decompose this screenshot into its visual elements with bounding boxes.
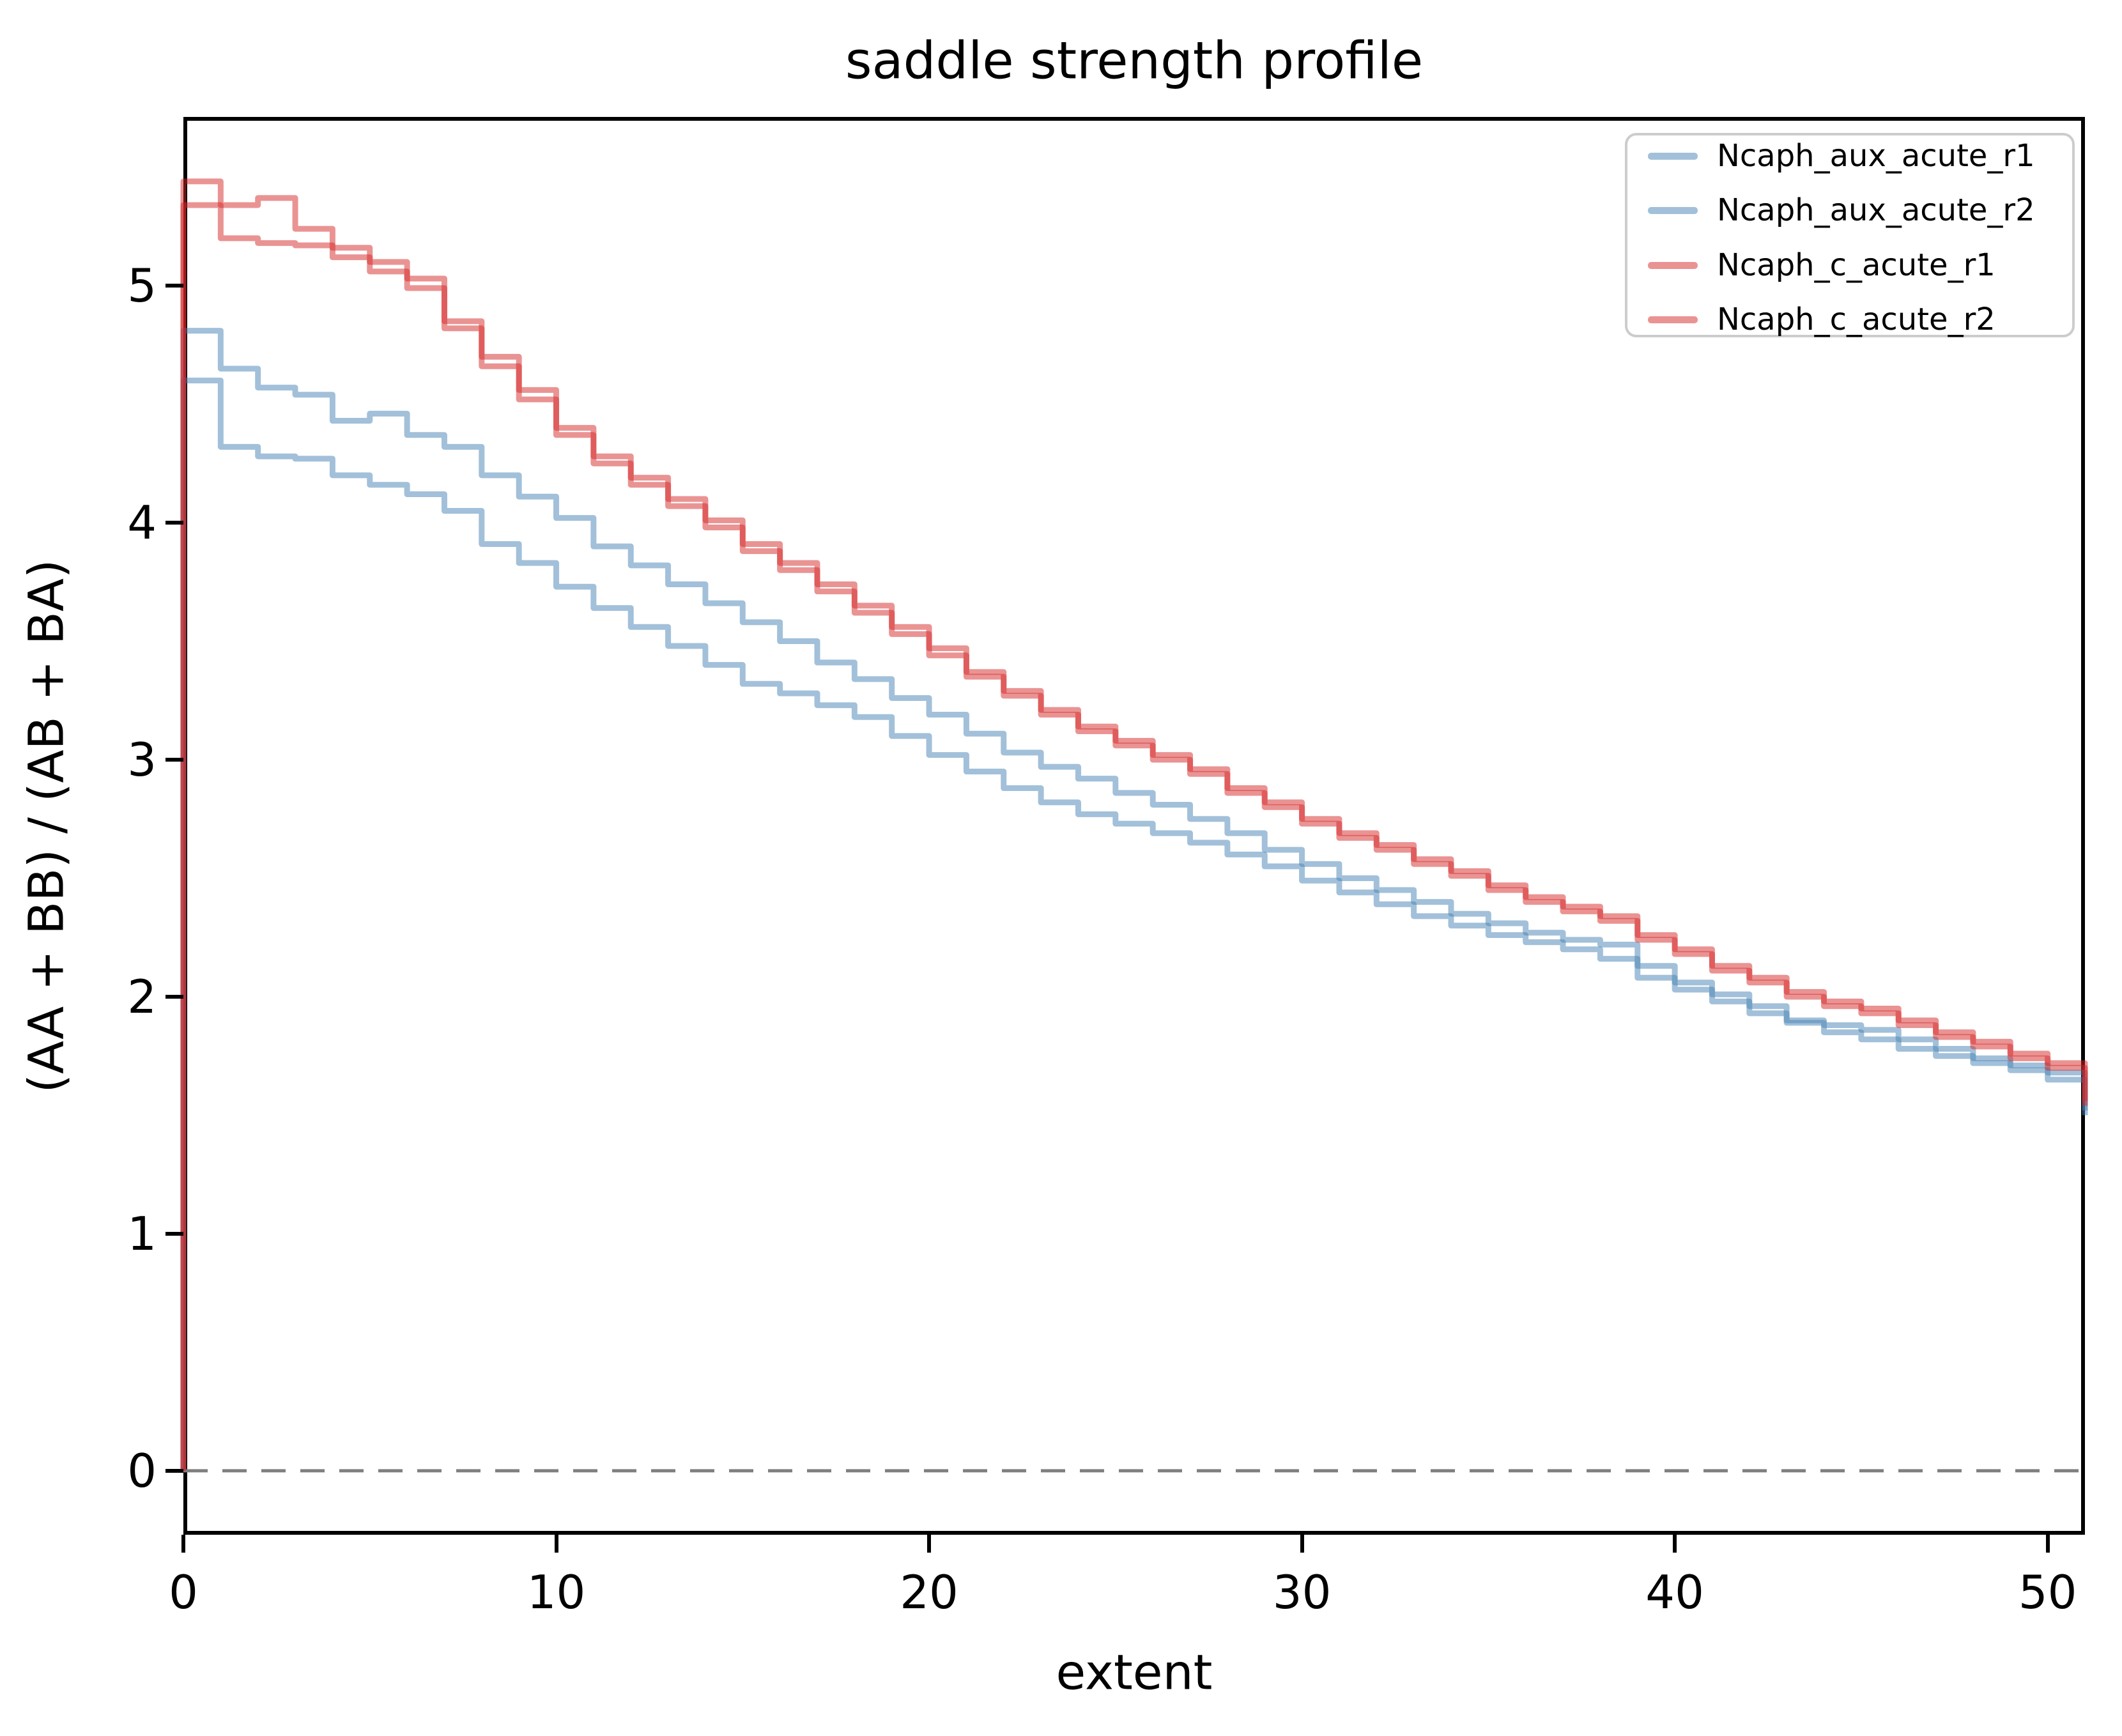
x-tick-label-40: 40 [1645, 1565, 1704, 1619]
x-tick-label-50: 50 [2018, 1565, 2077, 1619]
x-tick-label-20: 20 [900, 1565, 958, 1619]
x-tick-label-0: 0 [169, 1565, 198, 1619]
series-line-Ncaph_aux_acute_r2 [180, 377, 2088, 1471]
y-tick-mark-3 [165, 758, 183, 762]
plot-area [180, 178, 2088, 1473]
x-tick-mark-40 [1673, 1535, 1677, 1553]
chart-title: saddle strength profile [845, 31, 1424, 91]
x-tick-label-30: 30 [1272, 1565, 1332, 1619]
legend-line-swatch [1648, 261, 1698, 269]
legend-line-swatch [1648, 316, 1698, 323]
x-tick-mark-50 [2045, 1535, 2050, 1553]
legend: Ncaph_aux_acute_r1 Ncaph_aux_acute_r2 Ncap… [1625, 133, 2075, 337]
y-tick-mark-2 [165, 994, 183, 999]
y-tick-label-4: 4 [127, 496, 157, 550]
legend-line-swatch [1648, 153, 1698, 160]
x-tick-mark-20 [927, 1535, 932, 1553]
x-tick-mark-30 [1300, 1535, 1304, 1553]
y-tick-mark-1 [165, 1231, 183, 1236]
y-tick-mark-4 [165, 521, 183, 525]
y-tick-mark-0 [165, 1468, 183, 1473]
legend-label: Ncaph_c_acute_r1 [1717, 247, 1995, 283]
y-tick-label-2: 2 [127, 969, 157, 1024]
y-tick-label-0: 0 [127, 1443, 157, 1498]
x-axis-label: extent [1056, 1643, 1213, 1701]
legend-label: Ncaph_aux_acute_r1 [1717, 138, 2035, 174]
series-line-Ncaph_c_acute_r2 [180, 202, 2088, 1471]
y-tick-label-3: 3 [127, 733, 157, 787]
series-line-Ncaph_aux_acute_r1 [180, 328, 2088, 1471]
legend-label: Ncaph_aux_acute_r2 [1717, 192, 2035, 229]
x-tick-label-10: 10 [527, 1565, 586, 1619]
x-tick-mark-0 [181, 1535, 185, 1553]
x-tick-mark-10 [554, 1535, 558, 1553]
y-tick-mark-5 [165, 284, 183, 288]
y-tick-label-1: 1 [127, 1206, 157, 1261]
series-line-Ncaph_c_acute_r1 [180, 178, 2088, 1471]
y-tick-label-5: 5 [127, 259, 157, 313]
legend-line-swatch [1648, 207, 1698, 215]
legend-label: Ncaph_c_acute_r2 [1717, 302, 1995, 337]
